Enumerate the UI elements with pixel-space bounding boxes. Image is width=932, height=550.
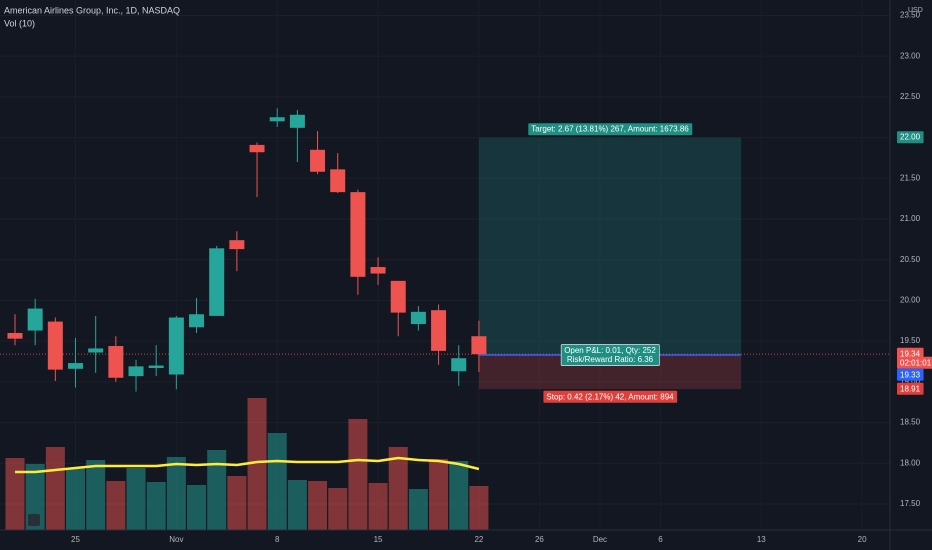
volume-bar	[166, 457, 186, 530]
candle-body	[249, 144, 265, 153]
volume-bar	[267, 433, 287, 530]
y-tick-label: 21.00	[900, 214, 921, 223]
target-zone	[478, 137, 742, 355]
y-tick-label: 23.00	[900, 51, 921, 60]
volume-ma-line	[15, 456, 480, 474]
candle-body	[370, 267, 386, 274]
candle-body	[148, 365, 164, 368]
countdown-badge-bg	[897, 356, 932, 369]
y-tick-label: 20.00	[900, 296, 921, 305]
candle-body	[209, 248, 225, 316]
rr-label: Risk/Reward Ratio: 6.36	[567, 355, 654, 364]
volume-bar	[348, 419, 368, 530]
last-price-badge: 19.34	[900, 349, 921, 358]
stop-label: Stop: 0.42 (2.17%) 42, Amount: 894	[546, 392, 674, 401]
candle-body	[7, 332, 23, 339]
volume-bar	[328, 488, 348, 530]
x-tick-label: 8	[275, 535, 280, 544]
volume-bar	[66, 468, 86, 530]
volume-bar	[247, 398, 267, 530]
y-tick-label: 20.50	[900, 255, 921, 264]
volume-bar	[126, 468, 146, 530]
target-label-bg	[528, 123, 693, 136]
y-tick-label: 21.50	[900, 173, 921, 182]
stop-label-bg	[543, 390, 678, 403]
x-tick-label: 15	[374, 535, 383, 544]
y-tick-label: 17.50	[900, 499, 921, 508]
countdown-badge: 02:01:01	[900, 358, 932, 367]
candle-body	[330, 169, 346, 193]
candle-body	[471, 336, 487, 355]
x-tick-label: Dec	[593, 535, 607, 544]
pnl-badge-bg	[560, 344, 660, 366]
label-layer: 17.50 18.00 18.50 19.00 19.50 20.00 20.50 21.00…	[71, 7, 932, 544]
stop-price-badge: 18.91	[900, 384, 921, 393]
candle-body	[88, 348, 104, 353]
target-price-badge: 22.00	[900, 133, 921, 142]
volume-bar	[449, 461, 469, 530]
volume-bar	[227, 476, 247, 530]
volume-bar	[408, 489, 428, 530]
volume-bar	[86, 460, 106, 530]
volume-bar	[287, 480, 307, 530]
x-tick-label: 20	[858, 535, 867, 544]
currency-label: USD	[908, 7, 923, 14]
candle-layer	[7, 108, 487, 392]
x-tick-label: 13	[757, 535, 766, 544]
pnl-label: Open P&L: 0.01, Qty: 252	[564, 346, 656, 355]
target-label: Target: 2.67 (13.81%) 267, Amount: 1673.…	[531, 125, 689, 134]
candle-body	[310, 149, 326, 172]
candle-body	[108, 346, 124, 378]
y-tick-label: 18.50	[900, 418, 921, 427]
logo	[28, 514, 40, 526]
candle-body	[350, 192, 366, 277]
volume-bar	[308, 481, 328, 530]
candle-body	[431, 310, 447, 351]
volume-bar	[106, 481, 126, 530]
y-tick-label: 19.00	[900, 377, 921, 386]
candle-body	[47, 321, 63, 370]
candle-body	[68, 363, 84, 369]
candle-body	[410, 311, 426, 325]
x-tick-label: 6	[658, 535, 663, 544]
x-tick-label: 25	[71, 535, 80, 544]
grid-layer	[0, 0, 890, 530]
target-price-badge-bg	[897, 131, 924, 144]
entry-price-badge: 19.33	[900, 370, 921, 379]
volume-bar	[146, 482, 166, 530]
candle-body	[128, 366, 144, 377]
y-tick-label: 22.50	[900, 92, 921, 101]
candle-body	[269, 117, 285, 122]
candle-body	[390, 280, 406, 313]
candle-body	[451, 358, 467, 372]
symbol-title: American Airlines Group, Inc., 1D, NASDA…	[4, 5, 180, 15]
position-layer	[0, 137, 890, 390]
x-tick-label: 26	[535, 535, 544, 544]
x-tick-label: Nov	[169, 535, 183, 544]
y-tick-label: 19.50	[900, 336, 921, 345]
candle-body	[27, 308, 43, 331]
volume-bar	[469, 486, 489, 530]
stop-price-badge-bg	[897, 382, 924, 395]
candle-body	[229, 240, 245, 250]
entry-price-badge-bg	[897, 368, 924, 381]
indicator-name: Vol (10)	[4, 18, 35, 28]
volume-bar	[429, 459, 449, 530]
volume-bar	[187, 485, 207, 530]
volume-bar	[25, 464, 45, 530]
candle-body	[168, 317, 184, 375]
volume-bar	[5, 458, 25, 530]
y-tick-label: 18.00	[900, 458, 921, 467]
volume-bar	[207, 450, 227, 530]
candle-body	[289, 114, 305, 128]
volume-bar	[368, 483, 388, 530]
y-tick-label: 23.50	[900, 11, 921, 20]
volume-bar	[45, 447, 65, 530]
volume-bar	[388, 447, 408, 530]
volume-layer	[5, 398, 489, 530]
candle-body	[189, 314, 205, 328]
x-tick-label: 22	[474, 535, 483, 544]
